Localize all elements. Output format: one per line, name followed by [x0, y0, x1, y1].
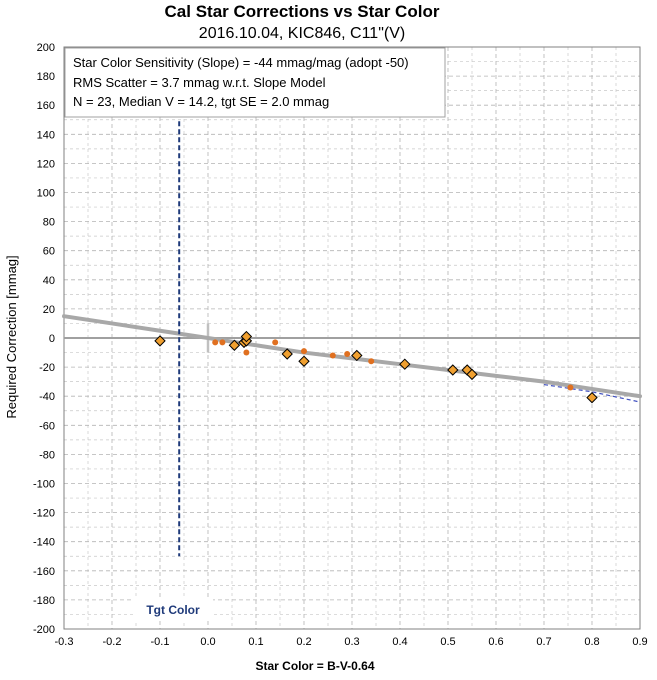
data-point-diamond — [281, 348, 293, 360]
x-tick-label: 0.6 — [488, 636, 503, 648]
annotation-line-rms: RMS Scatter = 3.7 mmag w.r.t. Slope Mode… — [73, 75, 326, 90]
y-tick-label: -200 — [33, 624, 55, 636]
target-color-label: Tgt Color — [146, 603, 200, 617]
y-tick-label: 180 — [37, 71, 55, 83]
y-tick-label: 60 — [43, 246, 55, 258]
x-tick-label: 0.9 — [632, 636, 647, 648]
y-tick-label: 200 — [37, 42, 55, 54]
annotation-line-slope: Star Color Sensitivity (Slope) = -44 mma… — [73, 55, 409, 70]
x-axis-label: Star Color = B-V-0.64 — [255, 659, 374, 673]
y-tick-label: -40 — [39, 391, 55, 403]
chart-title: Cal Star Corrections vs Star Color — [165, 2, 440, 21]
dashed-fit-line — [543, 383, 641, 403]
x-tick-label: -0.2 — [103, 636, 122, 648]
data-point-diamond — [228, 339, 241, 351]
x-tick-label: 0.4 — [392, 636, 407, 648]
fit-curve — [62, 314, 642, 399]
data-point-dot — [301, 348, 307, 355]
x-tick-label: 0.1 — [248, 636, 263, 648]
target-label-box: Tgt Color — [133, 598, 213, 620]
data-point-diamond — [586, 391, 598, 404]
data-point-dot — [243, 349, 250, 356]
y-tick-label: 100 — [37, 188, 55, 200]
x-tick-label: 0.2 — [296, 636, 311, 648]
y-tick-label: 120 — [37, 158, 55, 170]
y-tick-label: 20 — [43, 304, 55, 316]
x-tick-label: 0.7 — [536, 636, 551, 648]
annotation-line-n: N = 23, Median V = 14.2, tgt SE = 2.0 mm… — [73, 94, 329, 109]
plot-area — [62, 46, 642, 630]
x-tick-label: 0.5 — [440, 636, 455, 648]
data-point-diamond — [447, 364, 459, 376]
y-tick-label: 40 — [43, 275, 55, 287]
y-tick-label: -160 — [33, 566, 55, 578]
x-tick-label: 0.0 — [200, 636, 215, 648]
data-point-diamond — [466, 368, 478, 381]
x-tick-label: 0.3 — [344, 636, 359, 648]
data-point-diamond — [399, 358, 411, 370]
y-tick-label: -100 — [33, 479, 55, 491]
y-axis-ticks: 200180160140120100806040200-20-40-60-80-… — [33, 42, 55, 636]
data-point-dot — [567, 384, 574, 391]
y-tick-label: -180 — [33, 595, 55, 607]
annotation-box: Star Color Sensitivity (Slope) = -44 mma… — [64, 47, 446, 118]
y-tick-label: -20 — [39, 362, 55, 374]
data-point-dot — [344, 351, 351, 358]
data-point-dot — [272, 339, 279, 346]
data-point-diamond — [298, 355, 310, 367]
y-tick-label: -140 — [33, 537, 55, 549]
y-tick-label: -80 — [39, 449, 55, 461]
y-tick-label: 160 — [37, 100, 55, 112]
y-tick-label: 80 — [43, 217, 55, 229]
data-point-diamond — [351, 349, 363, 362]
chart-subtitle: 2016.10.04, KIC846, C11"(V) — [199, 25, 405, 42]
data-point-diamond — [154, 335, 166, 347]
data-point-dot — [219, 339, 226, 346]
x-tick-label: 0.8 — [584, 636, 599, 648]
data-point-dot — [368, 358, 375, 365]
y-tick-label: 0 — [49, 333, 55, 345]
x-tick-label: -0.1 — [151, 636, 170, 648]
y-tick-label: -120 — [33, 508, 55, 520]
x-axis-ticks: -0.3 -0.2 -0.1 0.0 0.1 0.2 0.3 0.4 0.5 0.6 0.7 0.8 0… — [55, 636, 648, 648]
y-tick-label: 140 — [37, 129, 55, 141]
y-axis-label: Required Correction [mmag] — [4, 255, 19, 418]
data-point-dot — [212, 339, 219, 346]
data-point-dot — [329, 352, 336, 359]
y-tick-label: -60 — [39, 420, 55, 432]
data-point-diamond — [240, 330, 253, 343]
x-tick-label: -0.3 — [55, 636, 74, 648]
